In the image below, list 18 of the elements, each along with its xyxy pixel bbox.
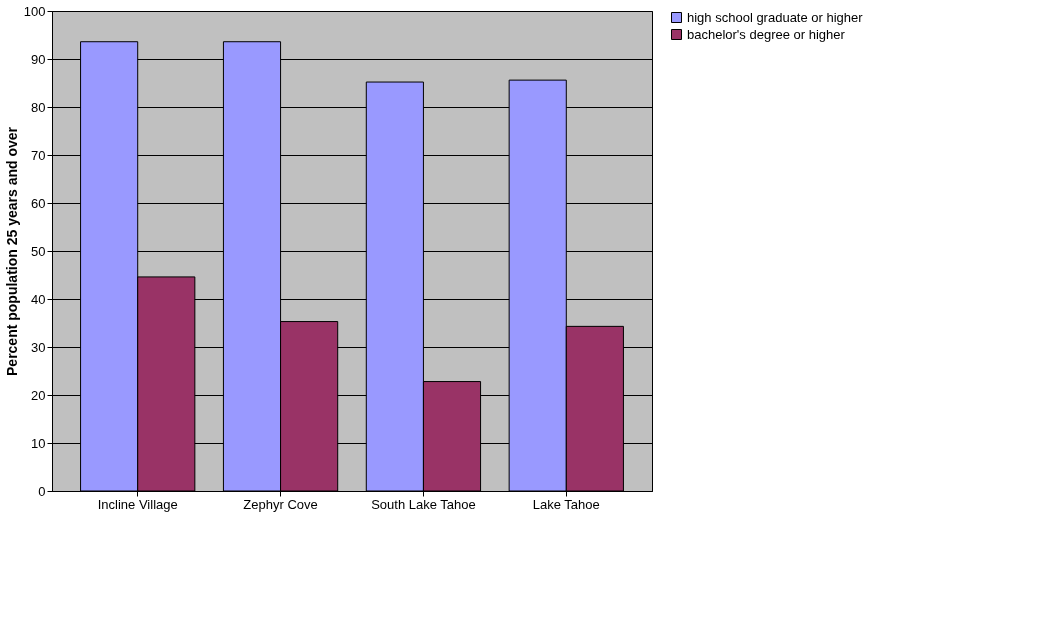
y-tick-label: 50 — [31, 243, 46, 259]
y-tick-label: 30 — [31, 339, 46, 355]
y-tick-label: 100 — [23, 3, 46, 19]
y-axis-title: Percent population 25 years and over — [3, 126, 20, 376]
x-tick-label: Zephyr Cove — [243, 496, 318, 512]
y-tick-label: 0 — [38, 483, 46, 499]
x-tick-label: South Lake Tahoe — [371, 496, 476, 512]
y-tick-label: 10 — [31, 435, 46, 451]
y-tick-label: 40 — [31, 291, 46, 307]
y-tick-label: 20 — [31, 387, 46, 403]
y-tick-label: 70 — [31, 147, 46, 163]
legend-label: high school graduate or higher — [687, 9, 864, 25]
y-tick-label: 90 — [31, 51, 46, 67]
legend-label: bachelor's degree or higher — [687, 26, 846, 42]
y-tick-label: 80 — [31, 99, 46, 115]
y-tick-label: 60 — [31, 195, 46, 211]
x-tick-label: Lake Tahoe — [532, 496, 600, 512]
x-tick-label: Incline Village — [97, 496, 178, 512]
